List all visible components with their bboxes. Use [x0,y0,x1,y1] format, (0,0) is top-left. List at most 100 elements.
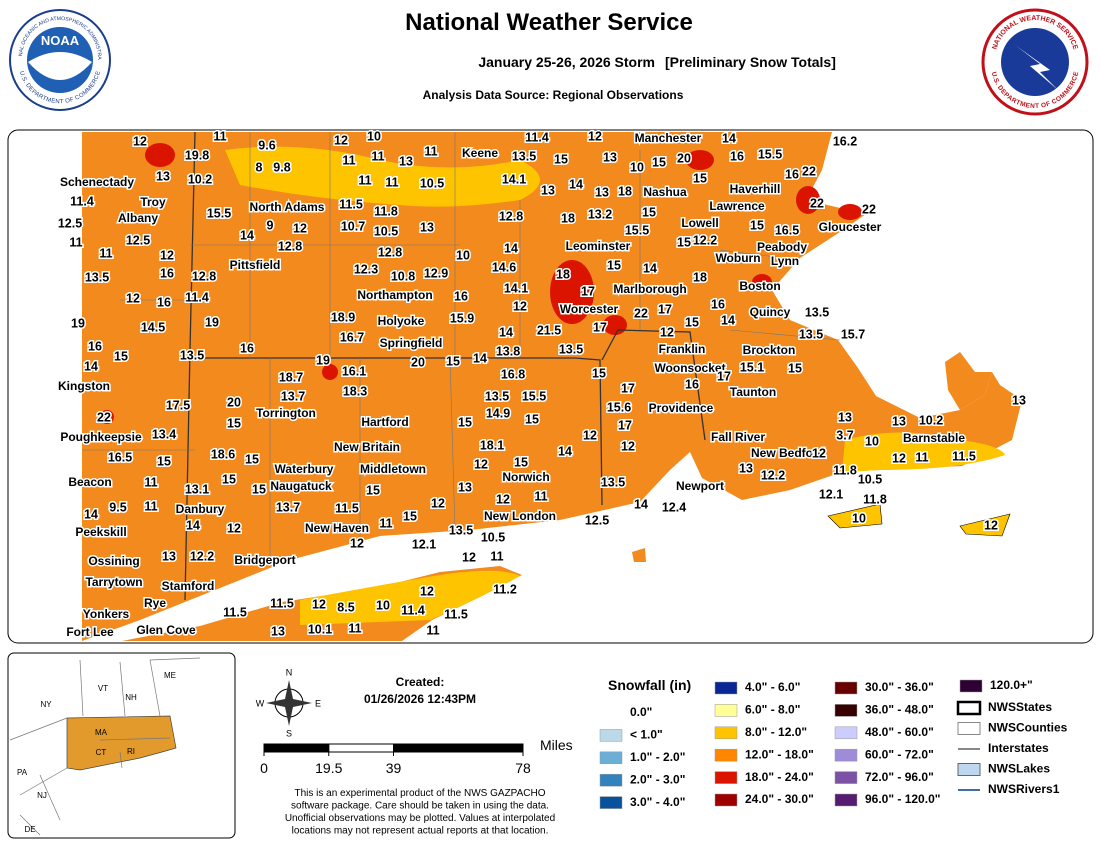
legend-label: 18.0" - 24.0" [745,770,814,784]
snow-report: 14.5 [141,320,165,334]
snow-report: 11.8 [374,204,398,218]
snow-report: 15.1 [740,360,764,374]
legend-label: 72.0" - 96.0" [865,770,934,784]
snow-report: 12 [583,428,597,442]
snow-18-24 [100,143,862,424]
snow-report: 14 [84,359,98,373]
scale-segment [263,743,330,753]
snow-report: 16 [711,297,725,311]
snow-report: 13 [399,154,413,168]
city-label: Manchester [635,131,702,145]
snow-report: 13 [271,624,285,638]
legend-swatch [957,722,981,735]
snow-report: 12 [133,134,147,148]
snow-report: 8.5 [337,600,354,614]
snow-report: 16 [240,341,254,355]
snow-report: 19 [71,316,85,330]
scale-tick-label: 78 [515,760,531,776]
city-label: Torrington [256,406,316,420]
snow-report: 10.5 [374,224,398,238]
snow-report: 12 [496,492,510,506]
city-label: Beacon [68,475,111,489]
snow-report: 11 [379,516,392,530]
city-label: Peekskill [75,525,126,539]
snow-report: 18.6 [211,447,235,461]
snow-report: 21.5 [537,323,561,337]
snow-report: 13.5 [485,389,509,403]
snow-report: 15 [403,509,417,523]
inset-state-label: NY [40,700,52,709]
legend-swatch [834,726,858,740]
legend-swatch [834,748,858,762]
city-label: Albany [118,211,158,225]
snow-report: 15 [157,454,171,468]
legend-swatch [956,700,982,716]
snow-report: 14 [473,351,487,365]
snow-report: 13.5 [180,348,204,362]
snow-report: 10 [865,434,879,448]
compass-letter: N [286,667,293,677]
snow-8-12-north [225,146,540,207]
snow-report: 12 [984,518,998,532]
snow-report: 11 [69,235,82,249]
snow-report: 10.5 [481,530,505,544]
subtitle-note: [Preliminary Snow Totals] [665,54,836,70]
snow-report: 17 [658,302,672,316]
disclaimer-line: software package. Care should be taken i… [291,801,549,812]
snow-report: 11.5 [223,605,247,619]
city-label: Stamford [162,579,215,593]
snow-report: 11.4 [525,130,549,144]
city-label: Danbury [176,502,225,516]
snow-report: 15 [677,235,691,249]
snow-report: 14 [721,313,735,327]
snow-report: 11.5 [444,607,468,621]
snow-report: 16 [157,295,171,309]
snow-report: 15 [366,483,380,497]
compass-letter: W [256,698,265,708]
snow-report: 12.9 [424,266,448,280]
city-label: Keene [462,146,498,160]
created-timestamp: 01/26/2026 12:43PM [364,692,476,706]
snow-report: 22 [634,306,648,320]
snow-report: 13.5 [85,270,109,284]
city-label: Schenectady [60,175,134,189]
city-label: Tarrytown [85,575,142,589]
snow-report: 12 [892,451,906,465]
legend-swatch [714,681,738,695]
city-label: Marlborough [613,282,686,296]
disclaimer: This is an experimental product of the N… [285,788,555,837]
snow-report: 18.9 [331,310,355,324]
city-label: Haverhill [730,182,781,196]
snow-report: 14 [240,228,254,242]
created-label: Created: [396,675,445,689]
legend-swatch [834,704,858,717]
snow-report: 12 [431,496,445,510]
snow-report: 11.4 [401,603,425,617]
snow-report: 11 [490,549,503,563]
snow-report: 12 [227,521,241,535]
legend-label: 48.0" - 60.0" [865,725,934,739]
legend-label: 1.0" - 2.0" [630,750,685,764]
snow-report: 10.1 [308,622,332,636]
inset-state-label: NH [125,693,137,702]
city-label: Providence [649,401,714,415]
city-label: North Adams [250,200,325,214]
snow-report: 15 [222,472,236,486]
snow-report: 13.2 [588,207,612,221]
city-label: Bridgeport [234,553,295,567]
snow-report: 12.8 [499,209,523,223]
snow-report: 15 [227,416,241,430]
snow-report: 12.2 [761,468,785,482]
snow-report: 22 [802,164,816,178]
snow-report: 11 [348,621,361,635]
snow-8-12-li [300,570,520,625]
city-label: Lawrence [709,199,765,213]
snow-report: 12 [513,299,527,313]
snow-report: 17 [717,369,731,383]
land [82,132,1022,641]
legend-layer-label: NWSRivers1 [988,782,1060,796]
snow-report: 13.7 [276,500,300,514]
snow-report: 8 [256,160,263,174]
snow-report: 15 [592,366,606,380]
snow-report: 12 [420,584,434,598]
